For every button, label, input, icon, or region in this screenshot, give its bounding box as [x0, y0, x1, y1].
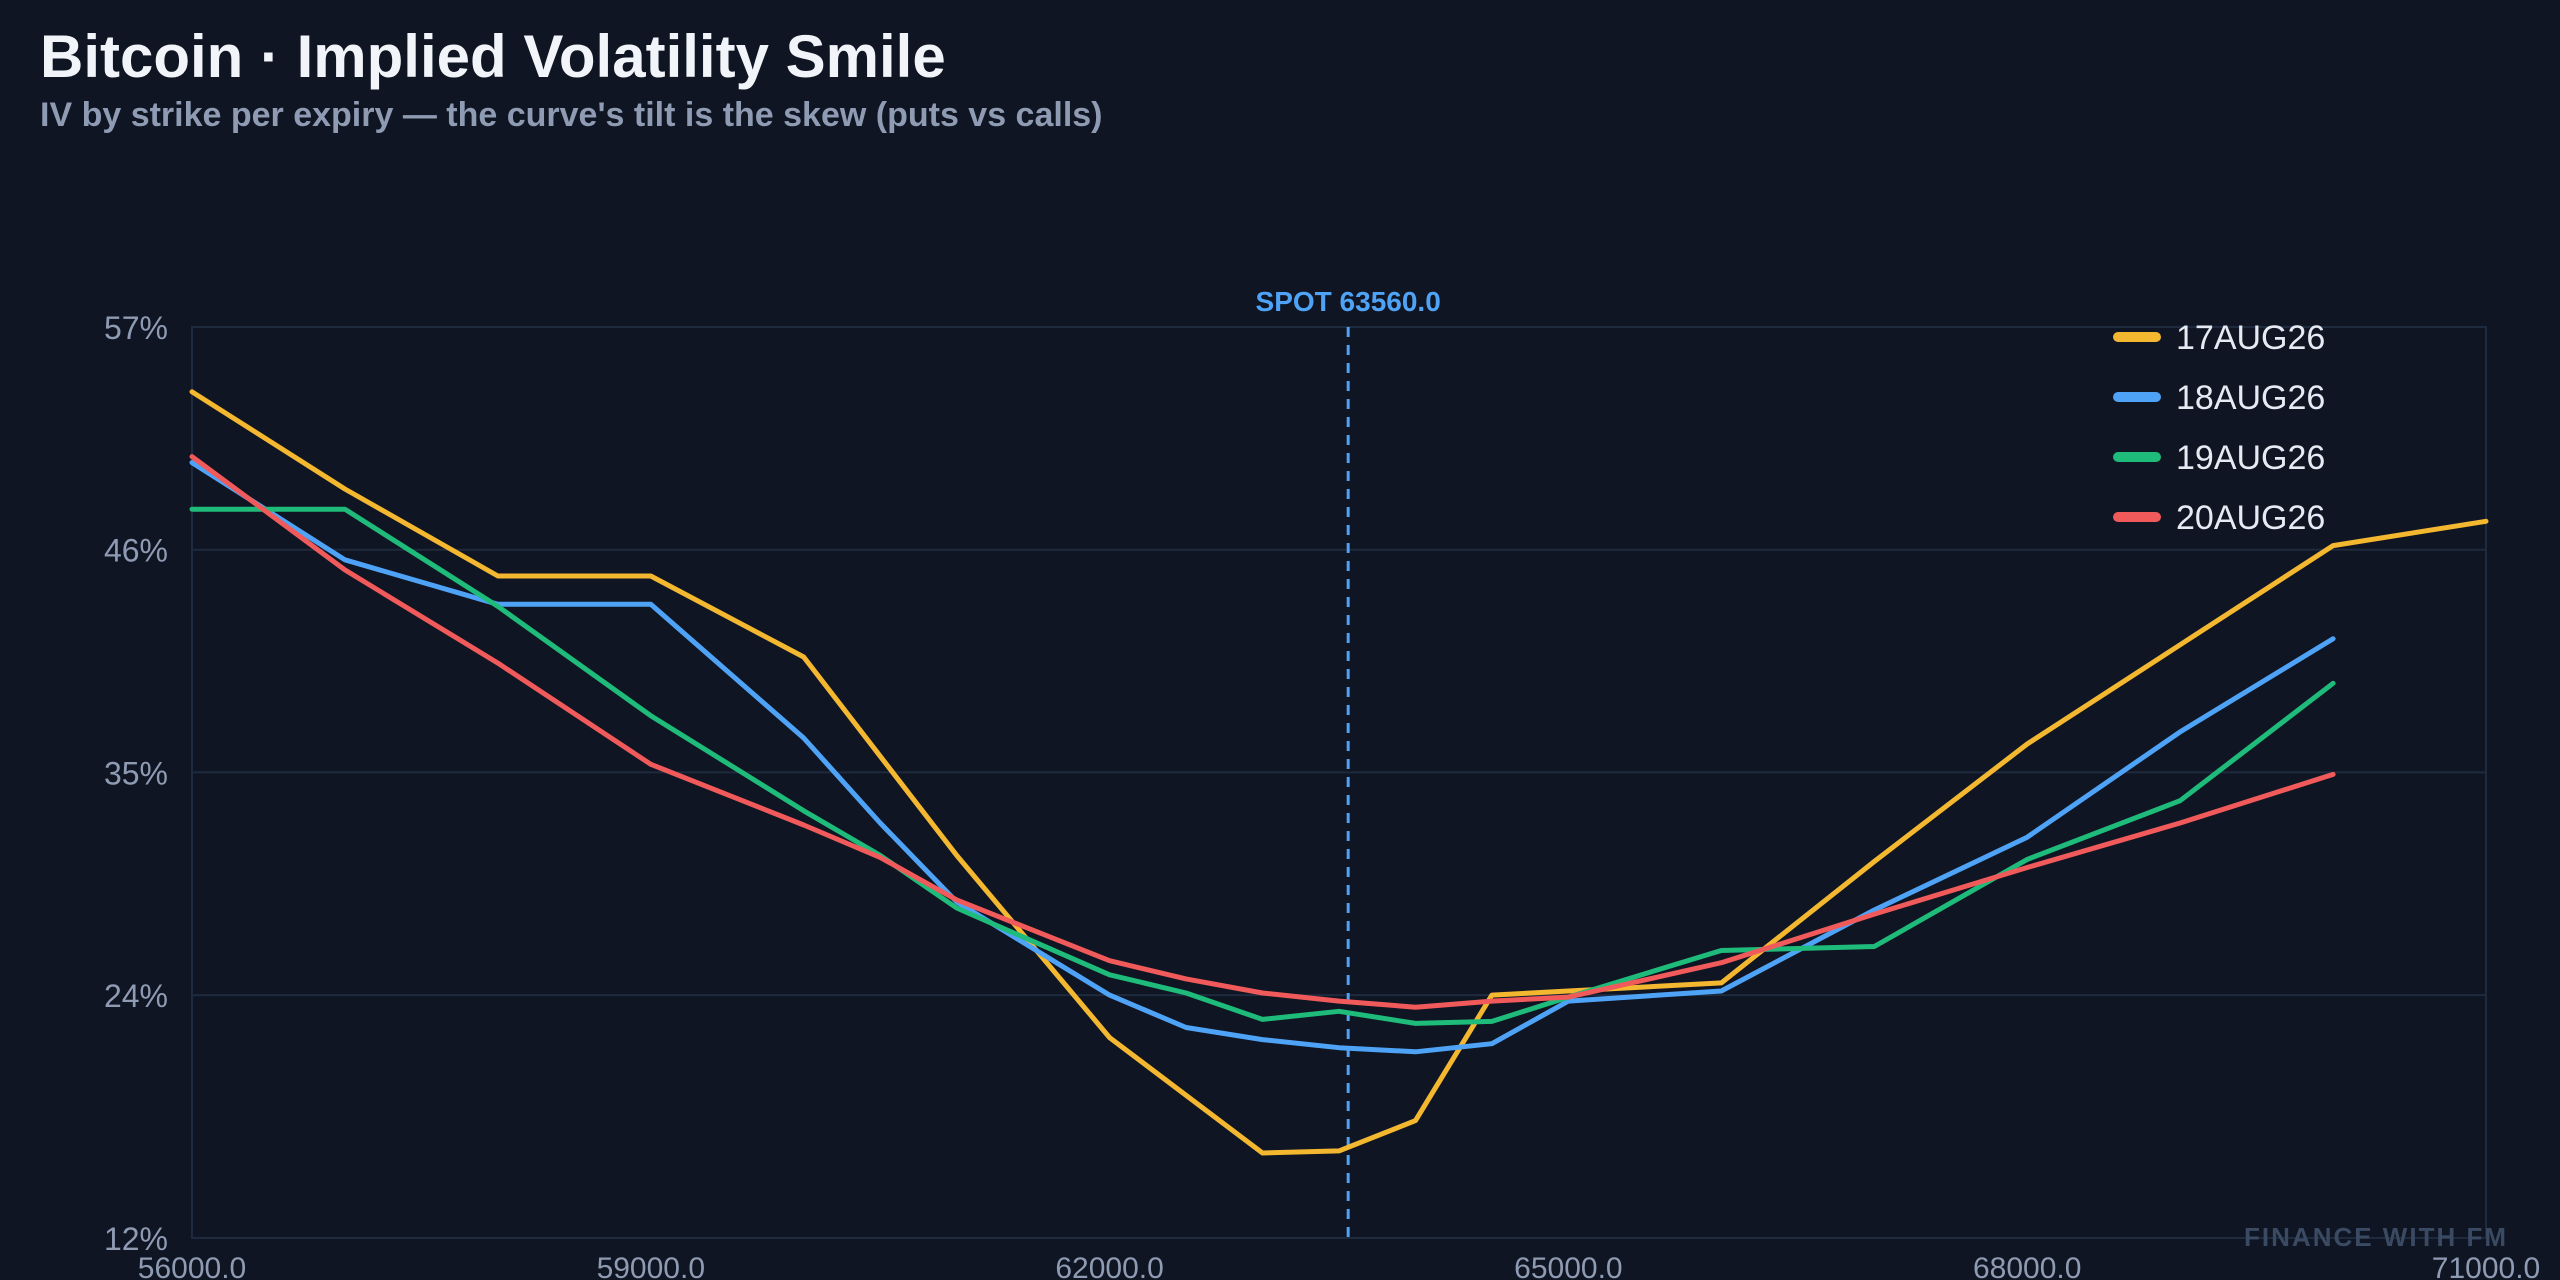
y-tick-label: 57% — [104, 310, 168, 346]
watermark-text: FINANCE WITH FM — [2244, 1222, 2508, 1252]
legend-label: 18AUG26 — [2176, 379, 2325, 417]
legend-label: 17AUG26 — [2176, 319, 2325, 357]
series-line-17aug26 — [189, 389, 2489, 1156]
spot-label: SPOT 63560.0 — [1256, 286, 1441, 317]
series-line-20aug26 — [189, 454, 2336, 1010]
x-tick-label: 62000.0 — [1055, 1252, 1163, 1280]
chart-subtitle: IV by strike per expiry — the curve's ti… — [40, 96, 1103, 134]
plot-frame — [191, 326, 2487, 1239]
x-tick-label: 59000.0 — [597, 1252, 705, 1280]
y-tick-label: 35% — [104, 755, 168, 791]
legend-label: 19AUG26 — [2176, 439, 2325, 477]
x-tick-label: 71000.0 — [2432, 1252, 2540, 1280]
series-line-18aug26 — [189, 460, 2336, 1055]
y-tick-label: 24% — [104, 978, 168, 1014]
x-tick-label: 56000.0 — [138, 1252, 246, 1280]
series-line-19aug26 — [189, 506, 2336, 1026]
x-tick-label: 65000.0 — [1514, 1252, 1622, 1280]
y-tick-label: 46% — [104, 533, 168, 569]
x-tick-label: 68000.0 — [1973, 1252, 2081, 1280]
legend-label: 20AUG26 — [2176, 499, 2325, 537]
y-tick-label: 12% — [104, 1221, 168, 1257]
chart-title: Bitcoin · Implied Volatility Smile — [40, 23, 946, 90]
